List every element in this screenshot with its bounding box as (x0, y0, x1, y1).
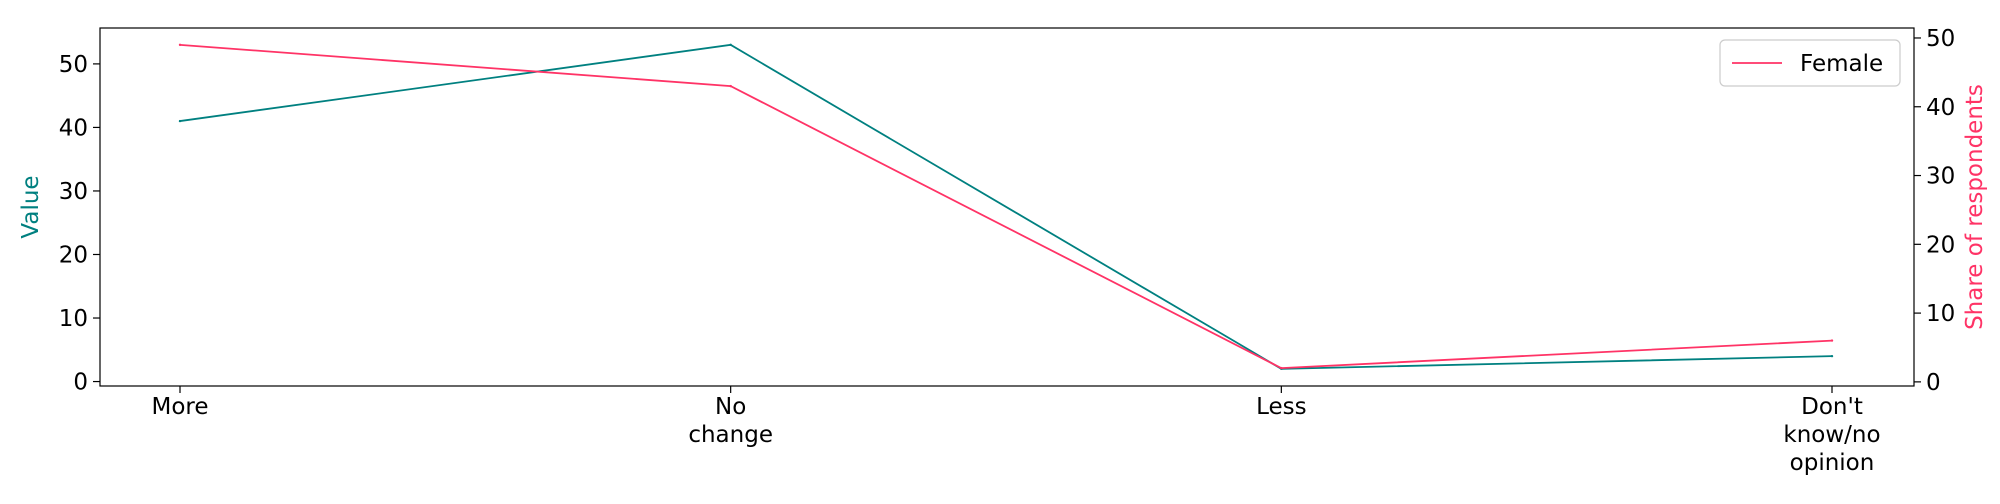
x-tick-label-3-line-1: know/no (1783, 422, 1880, 448)
y-right-tick-label-2: 20 (1926, 232, 1955, 258)
y-left-axis-label: Value (18, 175, 44, 238)
x-tick-label-2-line-0: Less (1256, 394, 1307, 420)
series-line-1 (179, 43, 1833, 370)
y-right-tick-label-3: 30 (1926, 164, 1955, 190)
x-tick-label-1-line-1: change (688, 422, 773, 448)
x-tick-label-0-line-0: More (151, 394, 208, 420)
series-1-point-3 (1830, 339, 1834, 342)
x-tick-label-3-line-0: Don't (1801, 394, 1863, 420)
y-right-tick-label-4: 40 (1926, 95, 1955, 121)
y-right-tick-label-5: 50 (1926, 26, 1955, 52)
x-tick-label-3-line-2: opinion (1790, 450, 1875, 476)
plot-frame (99, 27, 1915, 387)
y-right-tick-label-0: 0 (1926, 370, 1941, 396)
legend-box (1719, 39, 1901, 87)
y-left-tick-label-3: 30 (59, 179, 88, 205)
series-0-point-0 (178, 119, 182, 123)
series-1-point-2 (1280, 366, 1283, 370)
series-0-point-3 (1830, 354, 1834, 358)
series-line-0 (179, 43, 1833, 370)
series-0-point-1 (729, 43, 732, 47)
y-right-tick-label-1: 10 (1926, 301, 1955, 327)
series-1-point-1 (729, 84, 732, 88)
y-left-tick-label-5: 50 (59, 52, 88, 78)
y-right-axis-label: Share of respondents (1962, 84, 1988, 330)
y-left-tick-label-0: 0 (73, 370, 88, 396)
y-left-tick-label-1: 10 (59, 306, 88, 332)
y-left-tick-label-2: 20 (59, 242, 88, 268)
x-tick-label-1-line-0: No (715, 394, 746, 420)
legend-label-female: Female (1800, 51, 1883, 77)
y-left-tick-label-4: 40 (59, 115, 88, 141)
series-1-point-0 (178, 43, 182, 47)
